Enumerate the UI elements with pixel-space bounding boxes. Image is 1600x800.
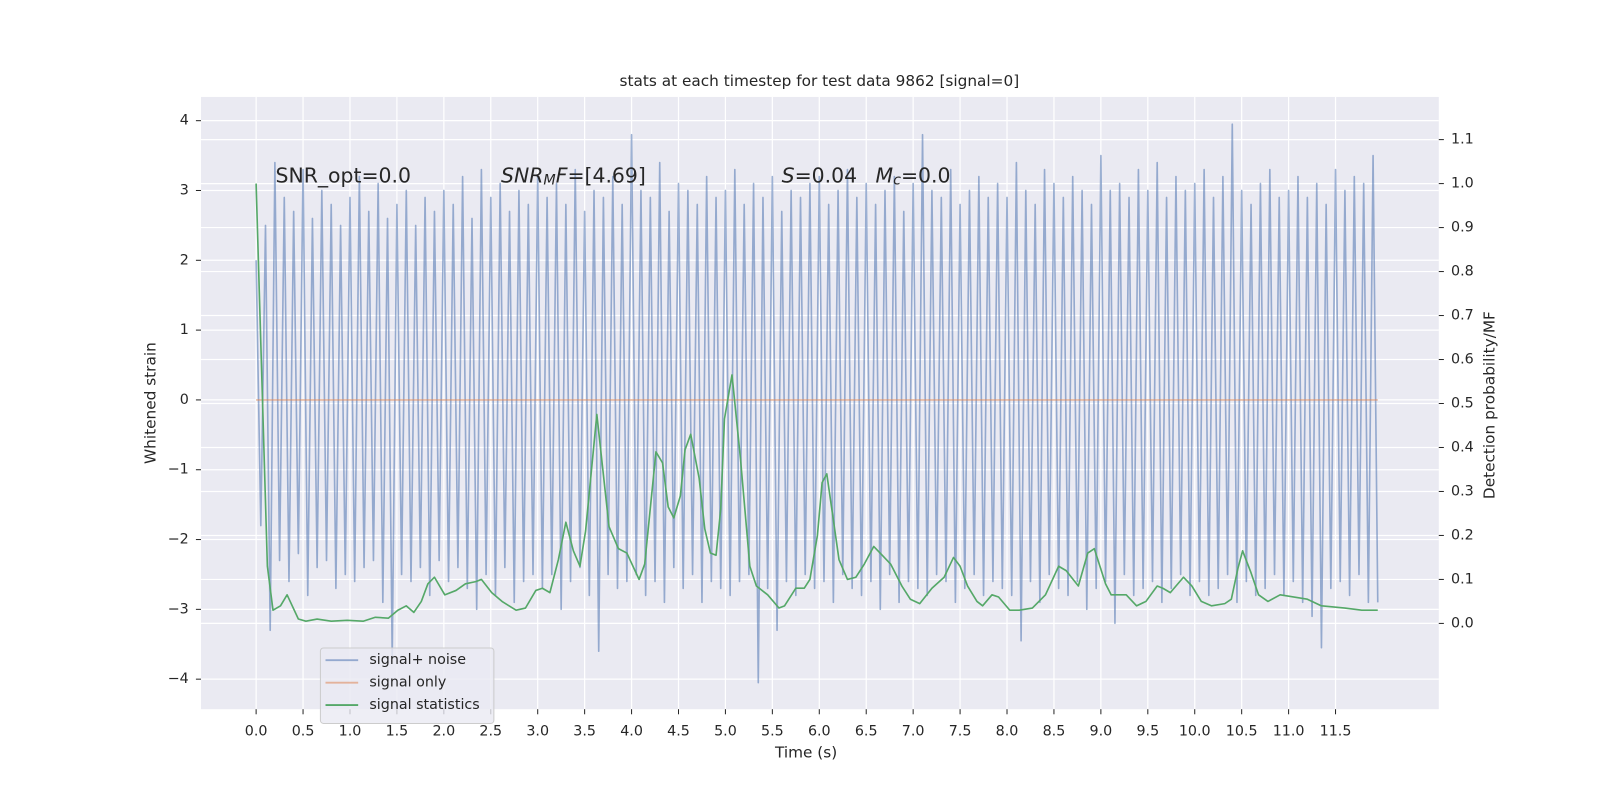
y2-tick-label: 0.3 [1451, 483, 1474, 499]
annotation: SNRMF=[4.69] [501, 164, 646, 188]
x-tick-label: 10.0 [1179, 724, 1211, 740]
x-tick-label: 10.5 [1226, 724, 1258, 740]
x-tick-label: 3.0 [526, 724, 549, 740]
x-tick-label: 2.5 [479, 724, 502, 740]
x-tick-label: 11.0 [1273, 724, 1305, 740]
x-tick-label: 3.5 [573, 724, 596, 740]
x-tick-label: 9.0 [1090, 724, 1113, 740]
x-tick-label: 5.0 [714, 724, 737, 740]
legend: signal+ noise signal only signal statistic… [319, 647, 495, 724]
annotation-part: =0.04 [795, 164, 858, 188]
x-tick-label: 2.0 [432, 724, 455, 740]
y2-tick-label: 0.1 [1451, 571, 1474, 587]
series-line [255, 183, 1378, 623]
y2-tick-label: 0.2 [1451, 527, 1474, 543]
x-tick-label: 0.0 [245, 724, 268, 740]
y2-tick-label: 0.7 [1451, 308, 1474, 324]
x-tick-label: 0.5 [292, 724, 315, 740]
y-tick-label: 0 [180, 392, 189, 408]
y2-tick-label: 0.4 [1451, 439, 1474, 455]
annotation-part: SNR_opt=0.0 [276, 164, 412, 189]
x-tick-label: 1.0 [339, 724, 362, 740]
y-tick-label: 2 [180, 252, 189, 268]
legend-label: signal+ noise [369, 652, 466, 668]
x-tick-label: 6.0 [808, 724, 831, 740]
y-tick-label: −4 [168, 671, 189, 687]
annotation-part: =0.0 [901, 164, 951, 188]
x-tick-label: 8.5 [1043, 724, 1066, 740]
y-axis-label: Whitened strain [142, 342, 160, 464]
y2-tick-label: 0.0 [1451, 615, 1474, 631]
y2-tick-label: 0.6 [1451, 352, 1474, 368]
annotation-part: =[4.69] [567, 164, 645, 188]
x-tick-label: 4.0 [620, 724, 643, 740]
legend-label: signal only [369, 675, 446, 691]
y2-tick-label: 0.9 [1451, 220, 1474, 236]
annotation-part: M [543, 172, 555, 188]
x-tick-label: 1.5 [386, 724, 409, 740]
annotation-part: c [893, 172, 901, 188]
y-tick-label: 4 [180, 113, 189, 129]
x-tick-label: 4.5 [667, 724, 690, 740]
x-tick-label: 7.0 [902, 724, 925, 740]
y-tick-label: −1 [168, 462, 189, 478]
annotation: Mc=0.0 [876, 164, 951, 188]
legend-label: signal statistics [369, 697, 479, 713]
annotation: SNR_opt=0.0 [276, 164, 412, 189]
y2-tick-label: 1.1 [1451, 132, 1474, 148]
annotation-part: M [876, 164, 894, 188]
x-axis-label: Time (s) [774, 744, 837, 762]
x-tick-label: 6.5 [855, 724, 878, 740]
chart-title: stats at each timestep for test data 986… [620, 72, 1020, 90]
y2-tick-label: 0.8 [1451, 264, 1474, 280]
x-tick-label: 9.5 [1136, 724, 1159, 740]
marks [255, 123, 1379, 684]
x-tick-label: 5.5 [761, 724, 784, 740]
x-tick-label: 11.5 [1320, 724, 1352, 740]
y-tick-label: −3 [168, 601, 189, 617]
y-tick-label: −2 [168, 532, 189, 548]
series-line [255, 123, 1379, 684]
x-tick-label: 8.0 [996, 724, 1019, 740]
y2-tick-label: 1.0 [1451, 176, 1474, 192]
annotation: S=0.04 [782, 164, 857, 188]
y-tick-label: 1 [180, 322, 189, 338]
y-tick-label: 3 [180, 182, 189, 198]
annotation-part: SNR [501, 164, 543, 188]
y2-axis-label: Detection probability/MF [1480, 311, 1498, 499]
legend-box [319, 647, 495, 724]
annotation-part: S [782, 164, 795, 188]
x-tick-label: 7.5 [949, 724, 972, 740]
y2-tick-label: 0.5 [1451, 396, 1474, 412]
annotation-part: F [556, 164, 568, 188]
